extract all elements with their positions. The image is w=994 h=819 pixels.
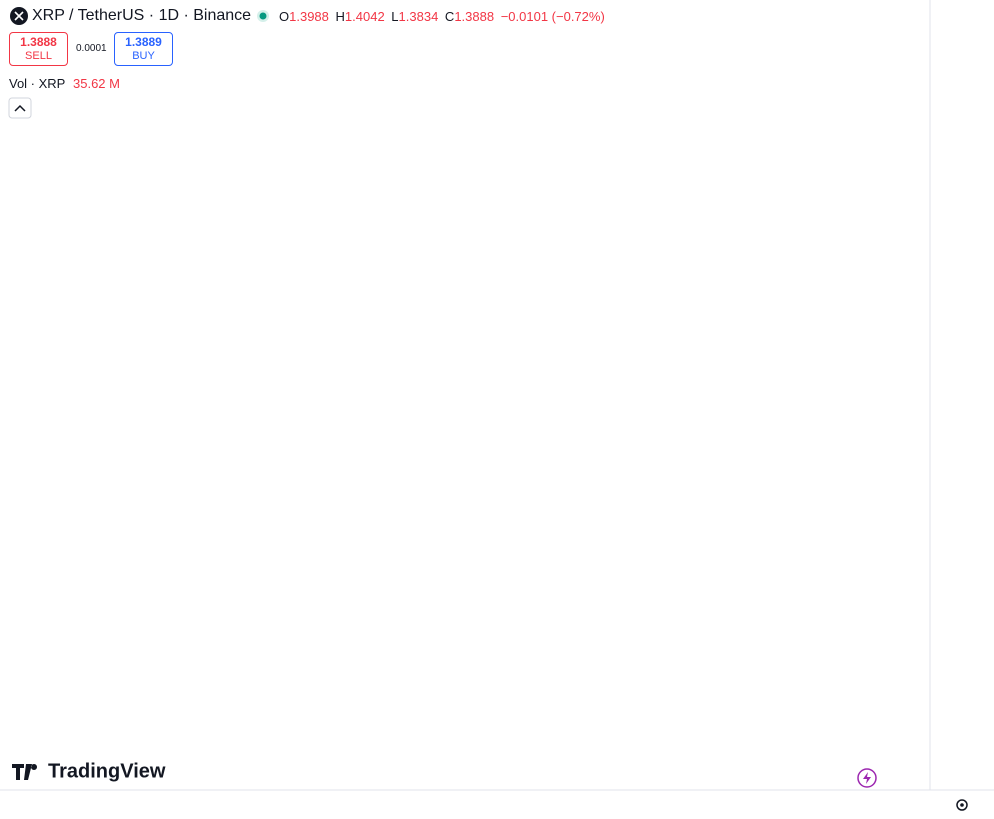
c-value: 1.3888 bbox=[454, 9, 495, 24]
volume-legend-value: 35.62 M bbox=[73, 76, 120, 91]
sell-button[interactable]: 1.3888 SELL bbox=[9, 32, 68, 66]
change: −0.0101 (−0.72%) bbox=[500, 9, 605, 24]
h-value: 1.4042 bbox=[344, 9, 385, 24]
logo-text: TradingView bbox=[48, 760, 166, 782]
spread: 0.0001 bbox=[76, 43, 107, 54]
buy-button[interactable]: 1.3889 BUY bbox=[114, 32, 173, 66]
ohlc: O1.3988 H1.4042 L1.3834 C1.3888 −0.0101 … bbox=[279, 9, 605, 24]
buy-price: 1.3889 bbox=[125, 35, 162, 49]
collapse-button[interactable] bbox=[8, 97, 32, 119]
lightning-icon bbox=[863, 772, 871, 784]
symbol-title: XRP / TetherUS · 1D · Binance bbox=[32, 7, 252, 24]
market-status bbox=[257, 10, 269, 22]
buy-label: BUY bbox=[132, 50, 155, 62]
volume-legend-label: Vol · XRP bbox=[9, 76, 66, 91]
l-value: 1.3834 bbox=[398, 9, 439, 24]
symbol-icon bbox=[10, 7, 28, 25]
collapse-icon bbox=[14, 104, 26, 112]
settings-icon bbox=[960, 803, 964, 807]
settings-button[interactable] bbox=[956, 799, 968, 811]
o-value: 1.3988 bbox=[289, 9, 329, 24]
sell-label: SELL bbox=[25, 50, 52, 62]
logo: TradingView bbox=[10, 760, 172, 782]
sell-price: 1.3888 bbox=[20, 35, 57, 49]
h-label: H bbox=[335, 9, 345, 24]
o-label: O bbox=[279, 9, 290, 24]
c-label: C bbox=[444, 9, 455, 24]
l-label: L bbox=[391, 9, 399, 24]
